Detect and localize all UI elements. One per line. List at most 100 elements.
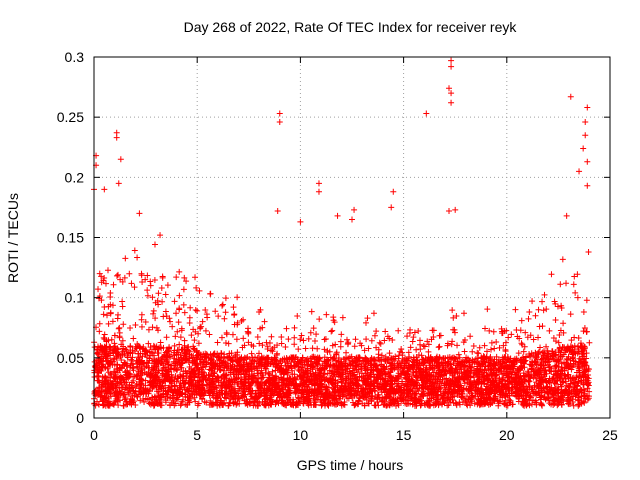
roti-point — [300, 374, 307, 381]
roti-point — [351, 356, 358, 363]
roti-point — [275, 391, 282, 398]
roti-point — [451, 326, 458, 333]
roti-point — [586, 388, 593, 395]
roti-point — [553, 363, 560, 370]
roti-point — [525, 379, 532, 386]
roti-point — [191, 373, 198, 380]
roti-point — [269, 348, 276, 355]
roti-point — [410, 354, 417, 361]
roti-point — [507, 366, 514, 373]
roti-point — [334, 400, 341, 407]
roti-point — [221, 364, 228, 371]
roti-point — [144, 395, 151, 402]
roti-point — [255, 370, 262, 377]
roti-point — [175, 375, 182, 382]
roti-point — [526, 373, 533, 380]
roti-point — [280, 400, 287, 407]
roti-point — [341, 398, 348, 405]
roti-point — [490, 378, 497, 385]
roti-point — [110, 385, 117, 392]
roti-point — [436, 343, 443, 350]
roti-point — [191, 357, 198, 364]
roti-point — [410, 334, 417, 341]
roti-point — [298, 332, 305, 339]
roti-point — [395, 402, 402, 409]
roti-point — [104, 357, 111, 364]
roti-point — [420, 388, 427, 395]
roti-point — [581, 325, 588, 332]
roti-point — [447, 393, 454, 400]
roti-point — [576, 372, 583, 379]
roti-point — [539, 376, 546, 383]
roti-point — [420, 362, 427, 369]
roti-point — [423, 364, 430, 371]
roti-point — [123, 398, 130, 405]
roti-point — [327, 361, 334, 368]
roti-point — [438, 380, 445, 387]
roti-point — [176, 386, 183, 393]
roti-point — [322, 376, 329, 383]
roti-point — [488, 386, 495, 393]
roti-point — [325, 400, 332, 407]
roti-point — [170, 399, 177, 406]
roti-point — [155, 367, 162, 374]
roti-point — [493, 367, 500, 374]
roti-point — [541, 348, 548, 355]
roti-point — [384, 333, 391, 340]
roti-point — [335, 373, 342, 380]
roti-point — [104, 401, 111, 408]
roti-point — [189, 391, 196, 398]
roti-point — [124, 372, 131, 379]
roti-point — [199, 353, 206, 360]
roti-point — [163, 352, 170, 359]
roti-point — [305, 335, 312, 342]
roti-point — [145, 326, 152, 333]
roti-point — [113, 373, 120, 380]
roti-point — [124, 353, 131, 360]
roti-point — [241, 342, 248, 349]
roti-point — [571, 384, 578, 391]
roti-point — [248, 366, 255, 373]
roti-point — [501, 354, 508, 361]
roti-point — [108, 381, 115, 388]
roti-point — [151, 241, 158, 248]
roti-point — [107, 290, 114, 297]
roti-point — [269, 376, 276, 383]
roti-point — [375, 351, 382, 358]
roti-point — [162, 291, 169, 298]
roti-point — [574, 294, 581, 301]
roti-point — [488, 339, 495, 346]
roti-point — [421, 343, 428, 350]
roti-point — [570, 281, 577, 288]
roti-point — [162, 378, 169, 385]
roti-point — [332, 377, 339, 384]
roti-point — [245, 339, 252, 346]
roti-point — [582, 373, 589, 380]
roti-point — [141, 399, 148, 406]
roti-point — [150, 307, 157, 314]
roti-point — [98, 348, 105, 355]
roti-point — [526, 351, 533, 358]
roti-point — [358, 374, 365, 381]
roti-point — [292, 383, 299, 390]
roti-point — [439, 367, 446, 374]
roti-point — [464, 367, 471, 374]
roti-point — [132, 383, 139, 390]
roti-point — [356, 390, 363, 397]
roti-point — [157, 385, 164, 392]
roti-point — [560, 351, 567, 358]
roti-point — [131, 247, 138, 254]
roti-point — [195, 371, 202, 378]
roti-point — [314, 365, 321, 372]
roti-point — [117, 364, 124, 371]
roti-point — [302, 378, 309, 385]
roti-point — [107, 345, 114, 352]
roti-point — [387, 363, 394, 370]
roti-point — [196, 287, 203, 294]
roti-point — [519, 401, 526, 408]
roti-point — [470, 383, 477, 390]
roti-point — [96, 385, 103, 392]
roti-point — [241, 354, 248, 361]
roti-point — [291, 324, 298, 331]
roti-point — [171, 347, 178, 354]
